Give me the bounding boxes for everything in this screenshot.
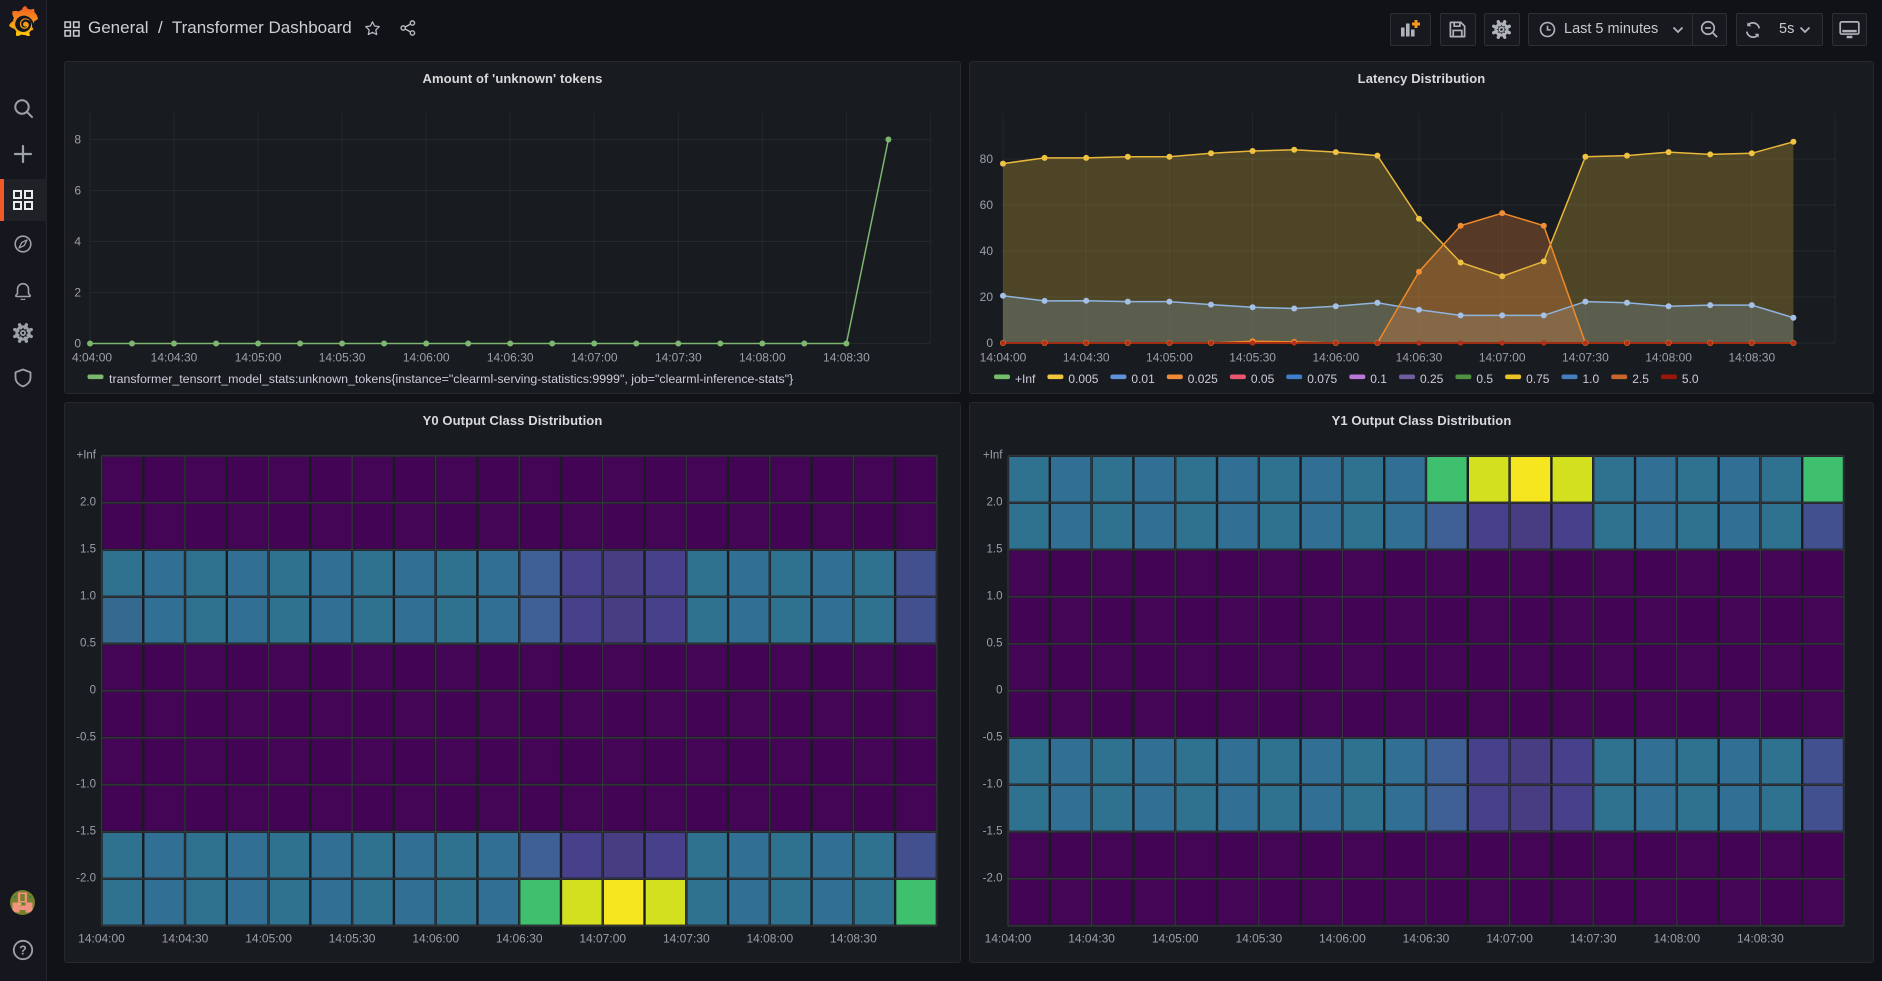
- svg-text:14:06:00: 14:06:00: [1319, 931, 1366, 945]
- svg-text:14:06:30: 14:06:30: [487, 350, 534, 364]
- svg-text:14:07:00: 14:07:00: [1486, 931, 1533, 945]
- svg-text:+Inf: +Inf: [76, 449, 96, 461]
- svg-text:2.0: 2.0: [80, 496, 96, 508]
- svg-text:4:04:00: 4:04:00: [72, 350, 112, 364]
- svg-text:+Inf: +Inf: [983, 449, 1003, 461]
- svg-text:14:07:00: 14:07:00: [579, 931, 626, 945]
- svg-text:60: 60: [980, 198, 994, 212]
- svg-text:6: 6: [74, 183, 81, 197]
- svg-text:14:04:00: 14:04:00: [78, 931, 125, 945]
- svg-text:14:06:30: 14:06:30: [1403, 931, 1450, 945]
- svg-text:14:05:00: 14:05:00: [1152, 931, 1199, 945]
- svg-text:14:08:30: 14:08:30: [823, 350, 870, 364]
- svg-text:14:05:30: 14:05:30: [1229, 350, 1276, 364]
- svg-text:-0.5: -0.5: [76, 731, 96, 743]
- svg-text:1.5: 1.5: [987, 543, 1003, 555]
- svg-text:14:04:00: 14:04:00: [985, 931, 1032, 945]
- svg-text:0.075: 0.075: [1307, 372, 1337, 386]
- svg-text:-1.0: -1.0: [983, 778, 1003, 790]
- svg-text:4: 4: [74, 234, 81, 248]
- svg-text:0.05: 0.05: [1251, 372, 1275, 386]
- svg-text:14:08:00: 14:08:00: [739, 350, 786, 364]
- svg-text:40: 40: [980, 244, 994, 258]
- svg-text:2: 2: [74, 285, 81, 299]
- svg-text:14:05:30: 14:05:30: [319, 350, 366, 364]
- svg-text:14:06:00: 14:06:00: [1312, 350, 1359, 364]
- svg-text:14:08:00: 14:08:00: [1645, 350, 1692, 364]
- svg-text:0.25: 0.25: [1420, 372, 1444, 386]
- svg-text:0.025: 0.025: [1188, 372, 1218, 386]
- svg-text:14:04:30: 14:04:30: [162, 931, 209, 945]
- svg-text:-1.5: -1.5: [983, 825, 1003, 837]
- svg-text:1.0: 1.0: [80, 590, 96, 602]
- svg-text:14:08:30: 14:08:30: [830, 931, 877, 945]
- svg-text:5.0: 5.0: [1682, 372, 1699, 386]
- svg-text:14:05:30: 14:05:30: [1235, 931, 1282, 945]
- svg-text:14:04:30: 14:04:30: [151, 350, 198, 364]
- svg-text:14:05:30: 14:05:30: [329, 931, 376, 945]
- svg-text:14:07:30: 14:07:30: [1562, 350, 1609, 364]
- svg-text:1.0: 1.0: [1583, 372, 1600, 386]
- svg-text:0: 0: [996, 684, 1002, 696]
- svg-text:0.01: 0.01: [1131, 372, 1155, 386]
- svg-text:14:05:00: 14:05:00: [235, 350, 282, 364]
- svg-text:transformer_tensorrt_model_sta: transformer_tensorrt_model_stats:unknown…: [109, 372, 793, 386]
- svg-text:0: 0: [986, 336, 993, 350]
- svg-text:-2.0: -2.0: [983, 872, 1003, 884]
- svg-text:14:08:00: 14:08:00: [1653, 931, 1700, 945]
- svg-text:14:04:00: 14:04:00: [980, 350, 1027, 364]
- svg-text:0.1: 0.1: [1370, 372, 1387, 386]
- svg-text:14:05:00: 14:05:00: [245, 931, 292, 945]
- svg-text:1.0: 1.0: [987, 590, 1003, 602]
- svg-text:14:06:00: 14:06:00: [412, 931, 459, 945]
- svg-text:-1.0: -1.0: [76, 778, 96, 790]
- svg-text:14:06:00: 14:06:00: [403, 350, 450, 364]
- svg-text:80: 80: [980, 152, 994, 166]
- svg-text:20: 20: [980, 290, 994, 304]
- svg-text:14:07:30: 14:07:30: [655, 350, 702, 364]
- svg-text:2.0: 2.0: [987, 496, 1003, 508]
- svg-text:-2.0: -2.0: [76, 872, 96, 884]
- svg-text:14:07:30: 14:07:30: [663, 931, 710, 945]
- svg-text:0: 0: [74, 336, 81, 350]
- svg-text:-1.5: -1.5: [76, 825, 96, 837]
- svg-text:0.5: 0.5: [987, 637, 1003, 649]
- svg-text:0: 0: [90, 684, 96, 696]
- svg-text:14:05:00: 14:05:00: [1146, 350, 1193, 364]
- svg-text:14:04:30: 14:04:30: [1063, 350, 1110, 364]
- svg-text:?: ?: [19, 944, 27, 958]
- svg-text:14:06:30: 14:06:30: [496, 931, 543, 945]
- svg-text:8: 8: [74, 132, 81, 146]
- svg-text:14:07:00: 14:07:00: [571, 350, 618, 364]
- svg-text:14:08:00: 14:08:00: [746, 931, 793, 945]
- svg-text:+Inf: +Inf: [1015, 372, 1036, 386]
- svg-text:0.75: 0.75: [1526, 372, 1550, 386]
- svg-text:1.5: 1.5: [80, 543, 96, 555]
- svg-text:14:06:30: 14:06:30: [1396, 350, 1443, 364]
- svg-text:0.5: 0.5: [1476, 372, 1493, 386]
- svg-text:-0.5: -0.5: [983, 731, 1003, 743]
- svg-text:0.005: 0.005: [1068, 372, 1098, 386]
- svg-text:14:07:00: 14:07:00: [1479, 350, 1526, 364]
- svg-text:14:08:30: 14:08:30: [1728, 350, 1775, 364]
- svg-text:2.5: 2.5: [1632, 372, 1649, 386]
- svg-text:14:08:30: 14:08:30: [1737, 931, 1784, 945]
- svg-text:14:07:30: 14:07:30: [1570, 931, 1617, 945]
- svg-text:0.5: 0.5: [80, 637, 96, 649]
- svg-text:14:04:30: 14:04:30: [1068, 931, 1115, 945]
